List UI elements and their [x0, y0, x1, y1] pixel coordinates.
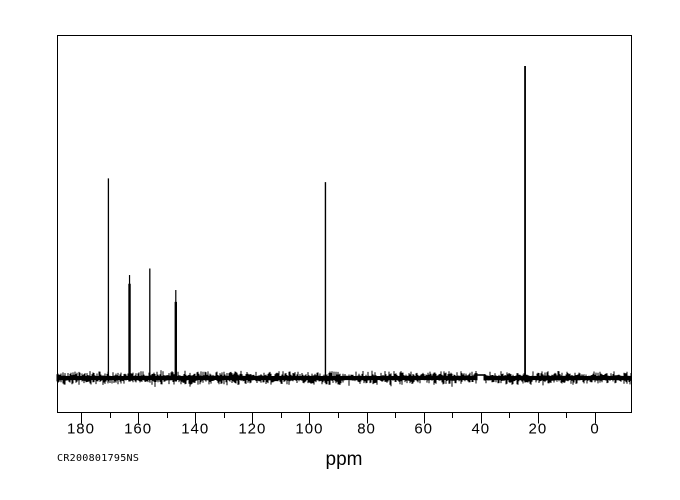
x-tick-label: 0: [590, 421, 599, 438]
x-tick-label: 140: [181, 421, 209, 438]
baseline-noise: [56, 370, 632, 387]
x-tick-label: 180: [67, 421, 95, 438]
sample-id-label: CR200801795NS: [57, 453, 140, 464]
x-tick-label: 120: [238, 421, 266, 438]
x-tick-label: 100: [295, 421, 323, 438]
x-tick-label: 40: [471, 421, 490, 438]
plot-frame: [57, 35, 632, 413]
baseline-gap-trace: [476, 374, 485, 376]
x-tick-label: 80: [357, 421, 376, 438]
x-axis-ticks: 180 160 140 120 100 80 60 40 20 0: [67, 413, 599, 438]
x-axis-unit-label: ppm: [325, 449, 363, 470]
x-tick-label: 160: [124, 421, 152, 438]
x-tick-label: 20: [529, 421, 548, 438]
nmr-peaks: [107, 66, 526, 382]
x-tick-label: 60: [414, 421, 433, 438]
